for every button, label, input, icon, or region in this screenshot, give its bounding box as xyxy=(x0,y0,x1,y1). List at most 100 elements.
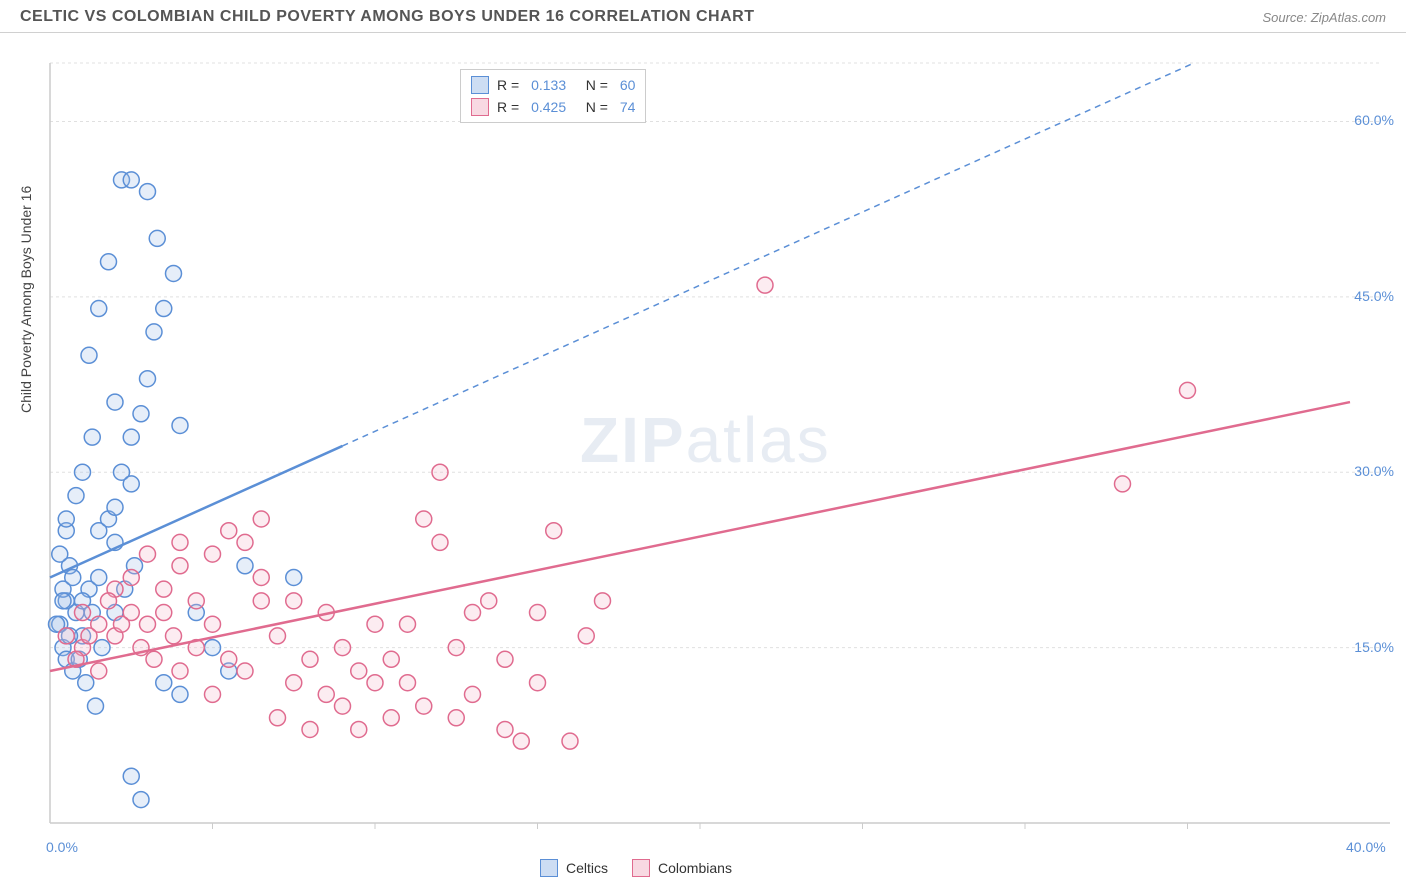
scatter-point xyxy=(146,651,162,667)
scatter-point xyxy=(172,534,188,550)
scatter-point xyxy=(140,184,156,200)
scatter-point xyxy=(75,605,91,621)
trend-line xyxy=(50,446,343,578)
y-tick-label: 60.0% xyxy=(1354,112,1394,128)
scatter-point xyxy=(253,593,269,609)
legend-label: Celtics xyxy=(566,860,608,876)
legend-swatch xyxy=(540,859,558,877)
scatter-point xyxy=(123,429,139,445)
scatter-point xyxy=(237,558,253,574)
scatter-point xyxy=(286,593,302,609)
scatter-point xyxy=(237,663,253,679)
legend-swatch xyxy=(632,859,650,877)
scatter-point xyxy=(140,546,156,562)
y-tick-label: 45.0% xyxy=(1354,288,1394,304)
scatter-point xyxy=(172,558,188,574)
scatter-point xyxy=(367,616,383,632)
scatter-point xyxy=(383,651,399,667)
scatter-point xyxy=(123,768,139,784)
stats-legend-row: R = 0.133 N = 60 xyxy=(471,74,635,96)
scatter-point xyxy=(172,686,188,702)
scatter-point xyxy=(58,511,74,527)
scatter-point xyxy=(481,593,497,609)
scatter-point xyxy=(133,792,149,808)
legend-item: Celtics xyxy=(540,859,608,877)
scatter-point xyxy=(123,569,139,585)
scatter-point xyxy=(497,651,513,667)
scatter-point xyxy=(318,686,334,702)
n-value: 60 xyxy=(620,74,636,96)
scatter-point xyxy=(253,569,269,585)
scatter-point xyxy=(205,616,221,632)
scatter-point xyxy=(335,640,351,656)
scatter-point xyxy=(286,675,302,691)
scatter-point xyxy=(205,546,221,562)
scatter-point xyxy=(383,710,399,726)
scatter-point xyxy=(757,277,773,293)
scatter-point xyxy=(351,663,367,679)
scatter-point xyxy=(149,230,165,246)
scatter-point xyxy=(91,663,107,679)
scatter-point xyxy=(335,698,351,714)
scatter-point xyxy=(75,464,91,480)
scatter-point xyxy=(302,721,318,737)
scatter-point xyxy=(81,628,97,644)
legend-swatch xyxy=(471,76,489,94)
scatter-point xyxy=(546,523,562,539)
scatter-point xyxy=(94,640,110,656)
scatter-point xyxy=(114,616,130,632)
scatter-point xyxy=(448,640,464,656)
scatter-point xyxy=(302,651,318,667)
scatter-point xyxy=(416,511,432,527)
chart-source: Source: ZipAtlas.com xyxy=(1262,10,1386,25)
legend-swatch xyxy=(471,98,489,116)
scatter-point xyxy=(513,733,529,749)
scatter-point xyxy=(1180,382,1196,398)
scatter-point xyxy=(91,301,107,317)
chart-header: CELTIC VS COLOMBIAN CHILD POVERTY AMONG … xyxy=(0,0,1406,33)
scatter-point xyxy=(107,499,123,515)
stats-legend: R = 0.133 N = 60R = 0.425 N = 74 xyxy=(460,69,646,123)
series-legend: Celtics Colombians xyxy=(540,859,732,877)
legend-label: Colombians xyxy=(658,860,732,876)
scatter-point xyxy=(156,605,172,621)
scatter-point xyxy=(188,593,204,609)
scatter-point xyxy=(156,581,172,597)
scatter-point xyxy=(84,429,100,445)
scatter-point xyxy=(88,698,104,714)
r-label: R = xyxy=(497,96,523,118)
scatter-point xyxy=(432,464,448,480)
scatter-point xyxy=(205,686,221,702)
scatter-point xyxy=(562,733,578,749)
chart-area: Child Poverty Among Boys Under 16 ZIPatl… xyxy=(0,33,1406,883)
scatter-point xyxy=(65,569,81,585)
scatter-point xyxy=(367,675,383,691)
scatter-point xyxy=(270,710,286,726)
scatter-point xyxy=(400,675,416,691)
scatter-point xyxy=(133,406,149,422)
scatter-point xyxy=(286,569,302,585)
chart-title: CELTIC VS COLOMBIAN CHILD POVERTY AMONG … xyxy=(20,8,755,26)
r-value: 0.425 xyxy=(531,96,566,118)
scatter-point xyxy=(448,710,464,726)
scatter-point xyxy=(101,254,117,270)
scatter-point xyxy=(465,605,481,621)
scatter-point xyxy=(52,546,68,562)
x-tick-label: 40.0% xyxy=(1346,839,1386,855)
x-tick-label: 0.0% xyxy=(46,839,78,855)
scatter-point xyxy=(140,616,156,632)
scatter-point xyxy=(237,534,253,550)
y-tick-label: 30.0% xyxy=(1354,463,1394,479)
legend-item: Colombians xyxy=(632,859,732,877)
scatter-point xyxy=(221,651,237,667)
scatter-point xyxy=(68,488,84,504)
scatter-point xyxy=(530,675,546,691)
scatter-point xyxy=(156,301,172,317)
scatter-point xyxy=(107,394,123,410)
scatter-point xyxy=(81,347,97,363)
scatter-point xyxy=(123,476,139,492)
scatter-point xyxy=(58,628,74,644)
scatter-point xyxy=(465,686,481,702)
scatter-point xyxy=(101,593,117,609)
r-label: R = xyxy=(497,74,523,96)
